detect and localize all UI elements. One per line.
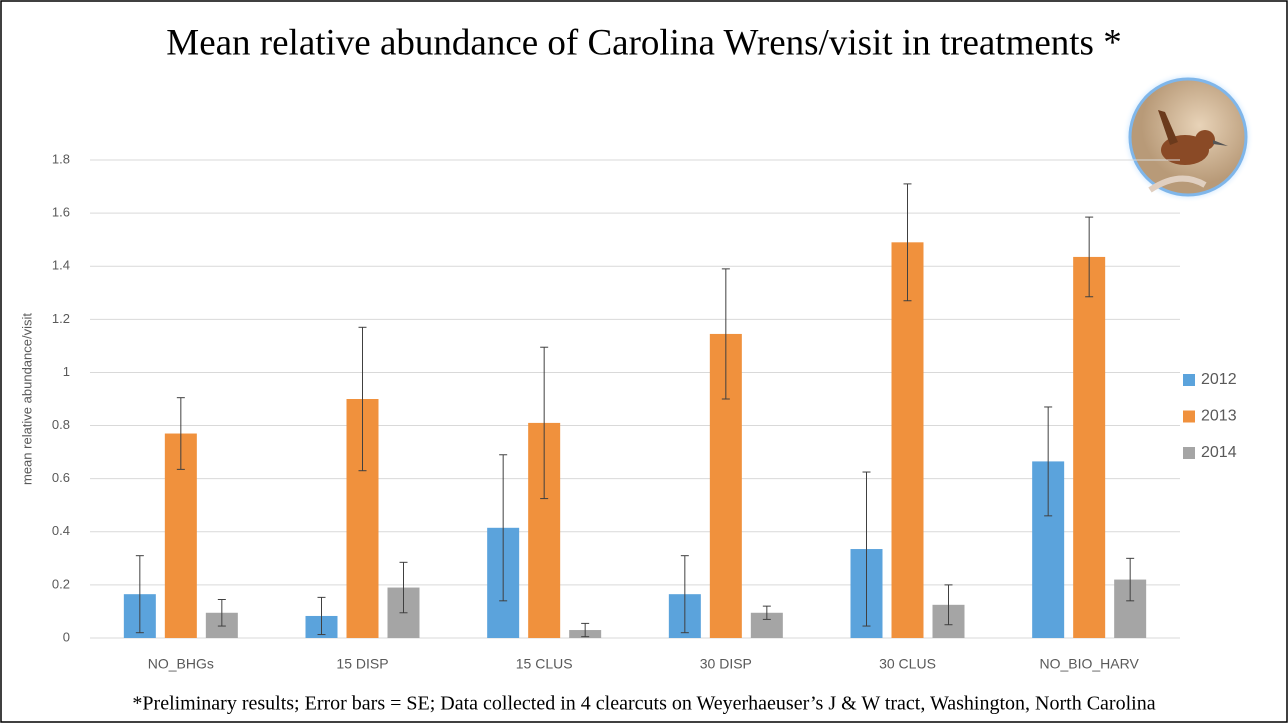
error-bar [944, 584, 953, 626]
error-bar [358, 326, 367, 472]
x-tick-label: 15 CLUS [516, 656, 573, 672]
x-tick-label: 15 DISP [336, 656, 388, 672]
legend-label: 2014 [1201, 444, 1237, 461]
legend-label: 2013 [1201, 408, 1237, 425]
error-bar [762, 605, 771, 620]
error-bar [540, 346, 549, 500]
error-bar [1085, 216, 1094, 298]
x-tick-label: 30 DISP [700, 656, 752, 672]
legend-swatch [1183, 374, 1195, 386]
legend-swatch [1183, 410, 1195, 423]
error-bar [862, 471, 871, 627]
error-bar [317, 596, 326, 636]
error-bar [680, 555, 689, 634]
x-tick-label: NO_BIO_HARV [1039, 656, 1139, 672]
error-bar [721, 268, 730, 400]
legend-label: 2012 [1201, 371, 1237, 388]
chart-title: Mean relative abundance of Carolina Wren… [166, 22, 1121, 63]
y-axis-label: mean relative abundance/visit [19, 313, 34, 485]
y-tick-label: 1 [63, 364, 70, 379]
y-tick-label: 1.4 [52, 258, 70, 273]
x-tick-label: 30 CLUS [879, 656, 936, 672]
y-tick-label: 0.2 [52, 576, 70, 591]
legend-swatch [1183, 447, 1195, 459]
error-bar [1126, 557, 1135, 602]
error-bar [176, 397, 185, 470]
bar [1073, 256, 1106, 638]
y-tick-label: 0 [63, 629, 70, 644]
error-bar [499, 454, 508, 602]
x-tick-label: NO_BHGs [148, 656, 214, 672]
error-bar [135, 555, 144, 634]
error-bar [399, 561, 408, 614]
error-bar [217, 598, 226, 627]
bird-photo [1122, 71, 1254, 203]
y-tick-label: 1.6 [52, 205, 70, 220]
error-bar [581, 622, 590, 638]
bar [891, 242, 924, 639]
footnote: *Preliminary results; Error bars = SE; D… [132, 693, 1155, 715]
y-tick-label: 0.6 [52, 470, 70, 485]
error-bar [903, 183, 912, 302]
y-tick-label: 0.8 [52, 417, 70, 432]
y-tick-label: 1.2 [52, 311, 70, 326]
y-tick-label: 0.4 [52, 523, 70, 538]
error-bar [1044, 406, 1053, 517]
y-tick-label: 1.8 [52, 151, 70, 166]
